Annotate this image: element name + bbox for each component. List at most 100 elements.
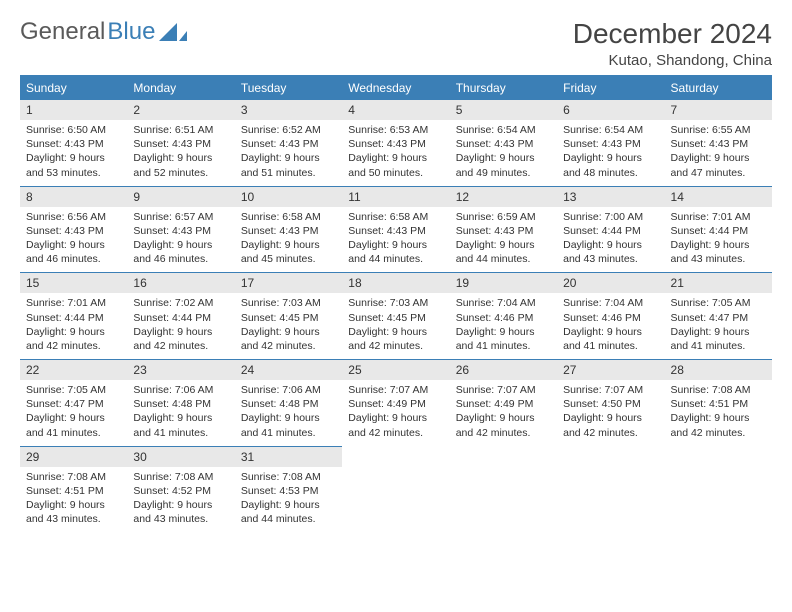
day-details: Sunrise: 6:54 AMSunset: 4:43 PMDaylight:… — [557, 120, 664, 186]
day-number: 9 — [127, 186, 234, 207]
day-number: 12 — [450, 186, 557, 207]
daylight-line: Daylight: 9 hours and 43 minutes. — [26, 499, 105, 525]
daylight-line: Daylight: 9 hours and 43 minutes. — [133, 499, 212, 525]
calendar-cell: 12Sunrise: 6:59 AMSunset: 4:43 PMDayligh… — [450, 186, 557, 273]
sunset-line: Sunset: 4:50 PM — [563, 398, 641, 410]
daylight-line: Daylight: 9 hours and 42 minutes. — [348, 412, 427, 438]
sunrise-line: Sunrise: 7:08 AM — [26, 471, 106, 483]
calendar-cell — [557, 446, 664, 533]
sunset-line: Sunset: 4:43 PM — [563, 138, 641, 150]
calendar-cell: 25Sunrise: 7:07 AMSunset: 4:49 PMDayligh… — [342, 359, 449, 446]
day-details: Sunrise: 7:03 AMSunset: 4:45 PMDaylight:… — [235, 293, 342, 359]
daylight-line: Daylight: 9 hours and 44 minutes. — [241, 499, 320, 525]
day-details: Sunrise: 7:03 AMSunset: 4:45 PMDaylight:… — [342, 293, 449, 359]
calendar-cell: 9 Sunrise: 6:57 AM Sunset: 4:43 PM Daylight… — [127, 186, 234, 273]
daylight-line: Daylight: 9 hours and 42 minutes. — [26, 326, 105, 352]
daylight-line: Daylight: 9 hours and 51 minutes. — [241, 152, 320, 178]
sunrise-line: Sunrise: 6:52 AM — [241, 124, 321, 136]
calendar-cell: 4Sunrise: 6:53 AMSunset: 4:43 PMDaylight… — [342, 99, 449, 186]
sunset-line: Sunset: 4:45 PM — [348, 312, 426, 324]
sunrise-line: Sunrise: 7:03 AM — [241, 297, 321, 309]
day-details: Sunrise: 7:04 AMSunset: 4:46 PMDaylight:… — [557, 293, 664, 359]
daylight-line: Daylight: 9 hours and 44 minutes. — [348, 239, 427, 265]
sunrise-line: Sunrise: 6:59 AM — [456, 211, 536, 223]
logo: GeneralBlue — [20, 18, 187, 46]
sunset-line: Sunset: 4:47 PM — [26, 398, 104, 410]
day-details: Sunrise: 7:08 AMSunset: 4:52 PMDaylight:… — [127, 467, 234, 533]
calendar-cell: 19Sunrise: 7:04 AMSunset: 4:46 PMDayligh… — [450, 272, 557, 359]
sunset-line: Sunset: 4:43 PM — [133, 225, 211, 237]
daylight-line: Daylight: 9 hours and 43 minutes. — [671, 239, 750, 265]
sunrise-line: Sunrise: 6:58 AM — [348, 211, 428, 223]
calendar-cell: 11 Sunrise: 6:58 AM Sunset: 4:43 PM Dayligh… — [342, 186, 449, 273]
calendar-cell: 2Sunrise: 6:51 AMSunset: 4:43 PMDaylight… — [127, 99, 234, 186]
logo-mark-icon — [159, 23, 187, 41]
calendar-row: 22Sunrise: 7:05 AMSunset: 4:47 PMDayligh… — [20, 359, 772, 446]
daylight-line: Daylight: 9 hours and 53 minutes. — [26, 152, 105, 178]
sunrise-line: Sunrise: 7:07 AM — [563, 384, 643, 396]
calendar-row: 8Sunrise: 6:56 AMSunset: 4:43 PMDaylight… — [20, 186, 772, 273]
daylight-line: Daylight: 9 hours and 47 minutes. — [671, 152, 750, 178]
day-details: Sunrise: 6:50 AM Sunset: 4:43 PM Daylight:… — [20, 120, 127, 186]
calendar-cell: 5Sunrise: 6:54 AMSunset: 4:43 PMDaylight… — [450, 99, 557, 186]
sunrise-line: Sunrise: 6:50 AM — [26, 124, 106, 136]
day-header: Friday — [557, 77, 664, 99]
day-details: Sunrise: 7:01 AMSunset: 4:44 PMDaylight:… — [20, 293, 127, 359]
day-details: Sunrise: 6:53 AMSunset: 4:43 PMDaylight:… — [342, 120, 449, 186]
day-number: 18 — [342, 272, 449, 293]
day-number: 20 — [557, 272, 664, 293]
calendar-cell: 21Sunrise: 7:05 AMSunset: 4:47 PMDayligh… — [665, 272, 772, 359]
daylight-line: Daylight: 9 hours and 43 minutes. — [563, 239, 642, 265]
daylight-line: Daylight: 9 hours and 46 minutes. — [26, 239, 105, 265]
calendar-cell: 20Sunrise: 7:04 AMSunset: 4:46 PMDayligh… — [557, 272, 664, 359]
sunrise-line: Sunrise: 7:04 AM — [563, 297, 643, 309]
calendar-cell: 24Sunrise: 7:06 AMSunset: 4:48 PMDayligh… — [235, 359, 342, 446]
calendar-cell: 31Sunrise: 7:08 AMSunset: 4:53 PMDayligh… — [235, 446, 342, 533]
day-details: Sunrise: 7:00 AMSunset: 4:44 PMDaylight:… — [557, 207, 664, 273]
calendar-cell — [450, 446, 557, 533]
day-details: Sunrise: 7:06 AMSunset: 4:48 PMDaylight:… — [127, 380, 234, 446]
day-number: 28 — [665, 359, 772, 380]
calendar-cell: 6Sunrise: 6:54 AMSunset: 4:43 PMDaylight… — [557, 99, 664, 186]
daylight-line: Daylight: 9 hours and 42 minutes. — [456, 412, 535, 438]
sunrise-line: Sunrise: 6:51 AM — [133, 124, 213, 136]
sunrise-line: Sunrise: 6:57 AM — [133, 211, 213, 223]
calendar-cell: 13Sunrise: 7:00 AMSunset: 4:44 PMDayligh… — [557, 186, 664, 273]
daylight-line: Daylight: 9 hours and 42 minutes. — [563, 412, 642, 438]
day-details: Sunrise: 7:08 AMSunset: 4:53 PMDaylight:… — [235, 467, 342, 533]
sunrise-line: Sunrise: 7:01 AM — [671, 211, 751, 223]
daylight-line: Daylight: 9 hours and 46 minutes. — [133, 239, 212, 265]
calendar-header-row: SundayMondayTuesdayWednesdayThursdayFrid… — [20, 77, 772, 99]
day-header: Tuesday — [235, 77, 342, 99]
sunset-line: Sunset: 4:43 PM — [26, 138, 104, 150]
daylight-line: Daylight: 9 hours and 41 minutes. — [563, 326, 642, 352]
day-number: 5 — [450, 99, 557, 120]
location-text: Kutao, Shandong, China — [573, 52, 772, 69]
sunrise-line: Sunrise: 7:08 AM — [241, 471, 321, 483]
daylight-line: Daylight: 9 hours and 52 minutes. — [133, 152, 212, 178]
sunrise-line: Sunrise: 6:53 AM — [348, 124, 428, 136]
sunrise-line: Sunrise: 7:06 AM — [241, 384, 321, 396]
day-details: Sunrise: 6:51 AMSunset: 4:43 PMDaylight:… — [127, 120, 234, 186]
day-details: Sunrise: 6:58 AMSunset: 4:43 PMDaylight:… — [235, 207, 342, 273]
sunset-line: Sunset: 4:48 PM — [133, 398, 211, 410]
sunset-line: Sunset: 4:43 PM — [671, 138, 749, 150]
day-details: Sunrise: 7:08 AMSunset: 4:51 PMDaylight:… — [20, 467, 127, 533]
day-number: 10 — [235, 186, 342, 207]
sunset-line: Sunset: 4:45 PM — [241, 312, 319, 324]
day-details: Sunrise: 6:55 AMSunset: 4:43 PMDaylight:… — [665, 120, 772, 186]
daylight-line: Daylight: 9 hours and 42 minutes. — [671, 412, 750, 438]
sunset-line: Sunset: 4:43 PM — [241, 225, 319, 237]
daylight-line: Daylight: 9 hours and 41 minutes. — [133, 412, 212, 438]
day-details: Sunrise: 7:02 AMSunset: 4:44 PMDaylight:… — [127, 293, 234, 359]
daylight-line: Daylight: 9 hours and 41 minutes. — [26, 412, 105, 438]
day-number: 11 — [342, 186, 449, 207]
sunset-line: Sunset: 4:49 PM — [348, 398, 426, 410]
calendar-row: 1Sunrise: 6:50 AMSunset: 4:43 PMDaylight… — [20, 99, 772, 186]
sunset-line: Sunset: 4:43 PM — [348, 138, 426, 150]
day-header: Sunday — [20, 77, 127, 99]
calendar-cell: 8Sunrise: 6:56 AMSunset: 4:43 PMDaylight… — [20, 186, 127, 273]
sunset-line: Sunset: 4:44 PM — [26, 312, 104, 324]
calendar-cell: 30Sunrise: 7:08 AMSunset: 4:52 PMDayligh… — [127, 446, 234, 533]
sunset-line: Sunset: 4:43 PM — [348, 225, 426, 237]
